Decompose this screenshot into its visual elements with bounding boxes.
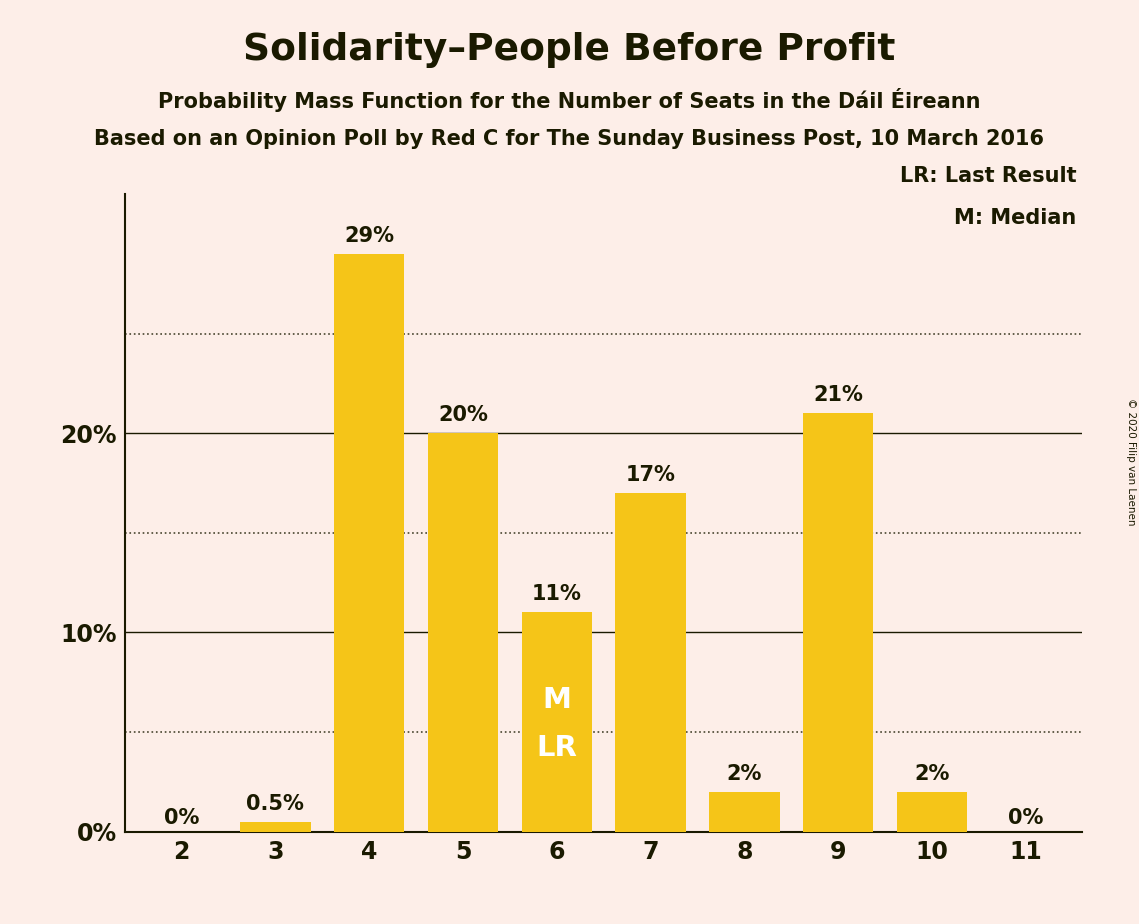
Text: Solidarity–People Before Profit: Solidarity–People Before Profit (244, 32, 895, 68)
Text: 17%: 17% (625, 465, 675, 485)
Text: 0.5%: 0.5% (246, 794, 304, 814)
Text: M: Median: M: Median (954, 208, 1076, 228)
Text: M: M (542, 687, 572, 714)
Bar (522, 613, 592, 832)
Text: 0%: 0% (164, 808, 199, 828)
Text: 2%: 2% (915, 764, 950, 784)
Text: Based on an Opinion Poll by Red C for The Sunday Business Post, 10 March 2016: Based on an Opinion Poll by Red C for Th… (95, 129, 1044, 150)
Bar (615, 492, 686, 832)
Text: 11%: 11% (532, 585, 582, 604)
Text: Probability Mass Function for the Number of Seats in the Dáil Éireann: Probability Mass Function for the Number… (158, 88, 981, 112)
Bar (803, 413, 874, 832)
Bar (428, 433, 498, 832)
Bar (334, 254, 404, 832)
Text: 0%: 0% (1008, 808, 1043, 828)
Text: 21%: 21% (813, 385, 863, 406)
Bar (710, 792, 779, 832)
Text: © 2020 Filip van Laenen: © 2020 Filip van Laenen (1126, 398, 1136, 526)
Bar (240, 821, 311, 832)
Text: 29%: 29% (344, 225, 394, 246)
Text: 2%: 2% (727, 764, 762, 784)
Text: 20%: 20% (439, 405, 487, 425)
Text: LR: Last Result: LR: Last Result (900, 166, 1076, 187)
Bar (896, 792, 967, 832)
Text: LR: LR (536, 735, 577, 762)
